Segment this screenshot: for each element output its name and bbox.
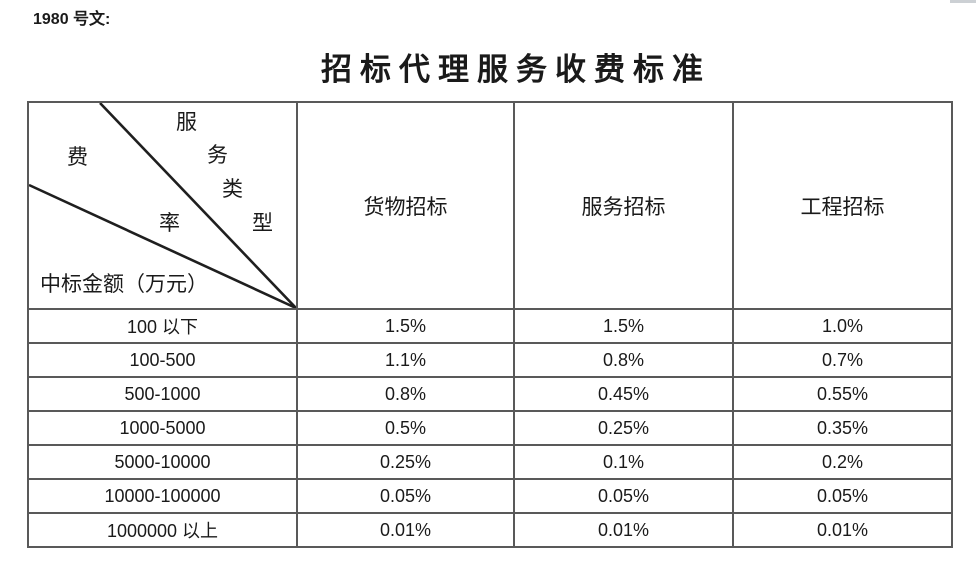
works-rate-cell: 0.35%	[732, 410, 953, 446]
corner-type-char-1: 服	[176, 110, 197, 134]
corner-row-axis-label: 中标金额（万元）	[40, 272, 208, 296]
goods-rate-cell: 0.8%	[296, 376, 515, 412]
screen-edge-artifact	[950, 0, 976, 3]
corner-type-char-3: 类	[222, 177, 243, 201]
works-rate-cell: 0.05%	[732, 478, 953, 514]
works-rate-cell: 0.2%	[732, 444, 953, 480]
corner-type-char-2: 务	[207, 143, 228, 167]
table-row: 10000-100000 0.05% 0.05% 0.05%	[27, 478, 953, 514]
column-header-services: 服务招标	[513, 101, 734, 310]
services-rate-cell: 1.5%	[513, 308, 734, 344]
goods-rate-cell: 0.5%	[296, 410, 515, 446]
goods-rate-cell: 1.5%	[296, 308, 515, 344]
table-row: 100 以下 1.5% 1.5% 1.0%	[27, 308, 953, 344]
table-row: 5000-10000 0.25% 0.1% 0.2%	[27, 444, 953, 480]
services-rate-cell: 0.45%	[513, 376, 734, 412]
goods-rate-cell: 0.25%	[296, 444, 515, 480]
amount-range-cell: 1000-5000	[27, 410, 298, 446]
table-row: 500-1000 0.8% 0.45% 0.55%	[27, 376, 953, 412]
works-rate-cell: 1.0%	[732, 308, 953, 344]
fee-table: 服 务 类 型 费 率 中标金额（万元） 货物招标 服务招标 工程招标 100 …	[27, 101, 953, 548]
page-title: 招标代理服务收费标准	[321, 52, 711, 87]
goods-rate-cell: 0.01%	[296, 512, 515, 548]
amount-range-cell: 100 以下	[27, 308, 298, 344]
table-row: 100-500 1.1% 0.8% 0.7%	[27, 342, 953, 378]
corner-rate-char-2: 率	[159, 211, 180, 235]
goods-rate-cell: 0.05%	[296, 478, 515, 514]
table-row: 1000000 以上 0.01% 0.01% 0.01%	[27, 512, 953, 548]
corner-rate-char-1: 费	[67, 145, 88, 169]
goods-rate-cell: 1.1%	[296, 342, 515, 378]
diagonal-header-cell: 服 务 类 型 费 率 中标金额（万元）	[27, 101, 298, 310]
column-header-works: 工程招标	[732, 101, 953, 310]
services-rate-cell: 0.8%	[513, 342, 734, 378]
services-rate-cell: 0.25%	[513, 410, 734, 446]
corner-type-char-4: 型	[252, 211, 273, 235]
table-row: 1000-5000 0.5% 0.25% 0.35%	[27, 410, 953, 446]
diagonal-divider-lines	[29, 103, 296, 308]
services-rate-cell: 0.1%	[513, 444, 734, 480]
amount-range-cell: 500-1000	[27, 376, 298, 412]
works-rate-cell: 0.01%	[732, 512, 953, 548]
amount-range-cell: 100-500	[27, 342, 298, 378]
doc-number: 1980 号文:	[33, 11, 111, 28]
works-rate-cell: 0.7%	[732, 342, 953, 378]
amount-range-cell: 5000-10000	[27, 444, 298, 480]
amount-range-cell: 10000-100000	[27, 478, 298, 514]
works-rate-cell: 0.55%	[732, 376, 953, 412]
amount-range-cell: 1000000 以上	[27, 512, 298, 548]
services-rate-cell: 0.01%	[513, 512, 734, 548]
column-header-goods: 货物招标	[296, 101, 515, 310]
services-rate-cell: 0.05%	[513, 478, 734, 514]
header-row: 服 务 类 型 费 率 中标金额（万元） 货物招标 服务招标 工程招标	[27, 101, 953, 310]
